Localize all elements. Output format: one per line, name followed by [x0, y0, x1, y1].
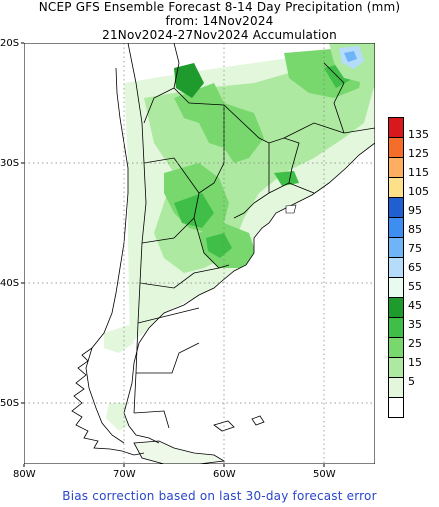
colorbar-label: 45	[408, 299, 422, 312]
graticule	[24, 43, 375, 464]
colorbar-label: 15	[408, 356, 422, 369]
political-borders	[85, 43, 375, 444]
precipitation-colorbar: 135 125 115 105 95 85 75 65 55 45 35 25 …	[388, 117, 429, 418]
title-block: NCEP GFS Ensemble Forecast 8-14 Day Prec…	[0, 0, 439, 42]
chile-archipelago-coast	[71, 347, 145, 456]
colorbar-label: 85	[408, 223, 422, 236]
lat-label-50s: 50S	[0, 398, 20, 409]
colorbar-swatch	[388, 178, 404, 198]
lat-label-20s: 20S	[0, 38, 20, 49]
colorbar-swatch	[388, 338, 404, 358]
colorbar-swatch	[388, 258, 404, 278]
blue-precip-core	[344, 51, 357, 62]
colorbar-label: 105	[408, 185, 429, 198]
precipitation-map	[24, 43, 375, 464]
colorbar-label: 5	[408, 375, 415, 388]
lat-label-40s: 40S	[0, 278, 20, 289]
colorbar-swatch	[388, 238, 404, 258]
lat-label-30s: 30S	[0, 158, 20, 169]
lon-label-50w: 50W	[313, 469, 336, 480]
lon-label-70w: 70W	[113, 469, 136, 480]
colorbar-label: 125	[408, 147, 429, 160]
colorbar-swatch	[388, 138, 404, 158]
lagoon	[285, 204, 297, 214]
lon-label-60w: 60W	[213, 469, 236, 480]
precipitation-shading	[104, 43, 375, 431]
colorbar-swatch	[388, 318, 404, 338]
title-line-2: from: 14Nov2024	[165, 14, 274, 28]
colorbar-swatch	[388, 378, 404, 398]
colorbar-swatch	[388, 398, 404, 418]
colorbar-swatch	[388, 117, 404, 138]
colorbar-swatch	[388, 218, 404, 238]
colorbar-label: 95	[408, 204, 422, 217]
bias-correction-note: Bias correction based on last 30-day for…	[62, 489, 377, 503]
colorbar-label: 55	[408, 280, 422, 293]
colorbar-label: 115	[408, 166, 429, 179]
falkland-islands	[251, 415, 265, 426]
title-line-3: 21Nov2024-27Nov2024 Accumulation	[102, 28, 337, 42]
colorbar-swatch	[388, 278, 404, 298]
tierra-del-fuego	[133, 440, 226, 464]
colorbar-label: 25	[408, 337, 422, 350]
colorbar-swatch	[388, 158, 404, 178]
colorbar-label: 75	[408, 242, 422, 255]
colorbar-label: 65	[408, 261, 422, 274]
colorbar-label: 135	[408, 128, 429, 141]
lon-label-80w: 80W	[13, 469, 36, 480]
colorbar-swatch	[388, 298, 404, 318]
colorbar-label: 35	[408, 318, 422, 331]
colorbar-swatch	[388, 358, 404, 378]
title-line-1: NCEP GFS Ensemble Forecast 8-14 Day Prec…	[38, 0, 401, 14]
colorbar-swatch	[388, 198, 404, 218]
